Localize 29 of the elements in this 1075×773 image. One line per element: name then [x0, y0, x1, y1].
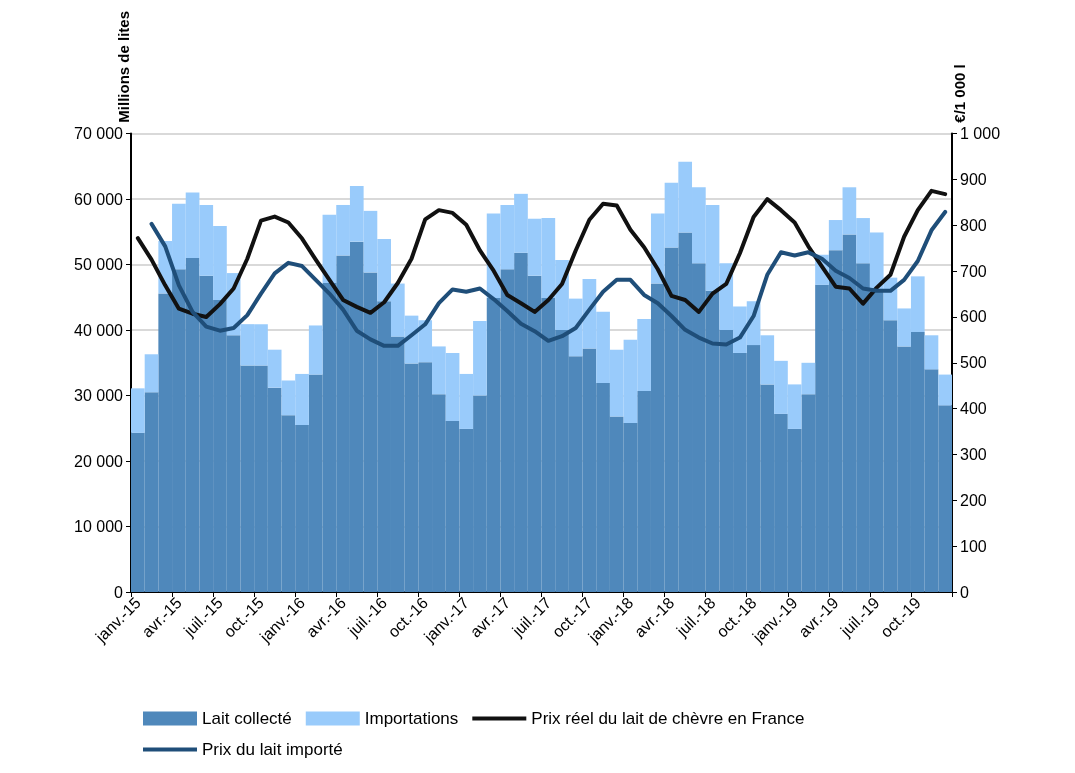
y2-tick-label: 0 — [960, 583, 969, 601]
y-tick-label: 40 000 — [74, 321, 124, 339]
line-series — [149, 209, 948, 348]
y2-tick-label: 200 — [960, 491, 987, 509]
y2-tick-label: 900 — [960, 170, 987, 188]
bar — [938, 374, 952, 406]
legend-label: Prix du lait importé — [202, 740, 343, 759]
y-tick-label: 50 000 — [74, 256, 124, 274]
y-tick-label: 20 000 — [74, 452, 124, 470]
y2-tick-label: 1 000 — [960, 125, 1001, 143]
y-axis-title: Millions de lites — [115, 11, 132, 123]
y2-tick-label: 800 — [960, 216, 987, 234]
y2-tick-label: 600 — [960, 308, 987, 326]
bar — [924, 335, 939, 370]
y2-axis-title: €/1 000 l — [951, 64, 968, 123]
legend-label: Prix réel du lait de chèvre en France — [531, 709, 805, 728]
y-tick-label: 30 000 — [74, 387, 124, 405]
y-tick-label: 70 000 — [74, 125, 124, 143]
legend-label: Lait collecté — [202, 709, 292, 728]
y2-tick-label: 400 — [960, 400, 987, 418]
y-tick-label: 10 000 — [74, 518, 124, 536]
y2-tick-label: 100 — [960, 537, 987, 555]
y2-tick-label: 300 — [960, 445, 987, 463]
y2-tick-label: 700 — [960, 262, 987, 280]
legend-label: Importations — [364, 709, 459, 728]
y2-tick-label: 500 — [960, 354, 987, 372]
line-series — [135, 188, 948, 319]
y-tick-label: 0 — [114, 583, 124, 601]
y-tick-label: 60 000 — [74, 190, 124, 208]
